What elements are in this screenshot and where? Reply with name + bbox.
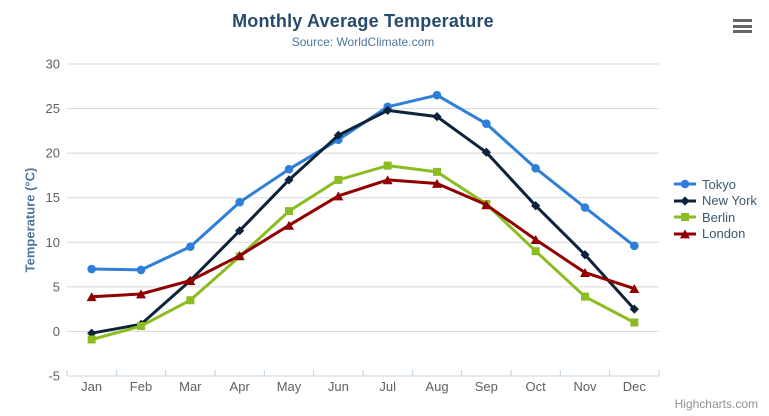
legend-item-berlin[interactable]: Berlin (674, 209, 757, 226)
data-point-marker[interactable] (86, 292, 97, 302)
diamond-marker-icon[interactable] (680, 196, 690, 206)
data-point-marker[interactable] (432, 90, 442, 100)
triangle-marker-icon[interactable] (680, 229, 690, 239)
diamond-marker-icon (674, 196, 696, 206)
data-point-marker[interactable] (383, 161, 392, 170)
legend-label: Berlin (702, 209, 736, 225)
legend-label: Tokyo (702, 176, 736, 192)
data-point-marker[interactable] (185, 276, 196, 286)
square-marker-icon (674, 213, 696, 222)
y-axis-title: Temperature (°C) (22, 167, 38, 273)
data-point-marker[interactable] (382, 175, 393, 185)
y-axis-tick-label: 15 (46, 190, 60, 205)
data-point-marker[interactable] (284, 164, 294, 174)
y-axis-tick-label: -5 (48, 369, 60, 384)
x-axis-tick-label: Mar (179, 379, 202, 394)
data-point-marker[interactable] (136, 265, 146, 275)
data-point-marker[interactable] (186, 296, 195, 305)
hamburger-menu-icon (733, 24, 752, 28)
data-point-marker[interactable] (531, 247, 540, 256)
triangle-marker-icon (674, 229, 696, 239)
data-point-marker[interactable] (235, 226, 245, 236)
data-point-marker[interactable] (186, 242, 195, 252)
x-axis-tick-label: Jan (81, 379, 102, 394)
data-point-marker[interactable] (530, 235, 541, 245)
x-axis-tick-label: Nov (573, 379, 597, 394)
data-point-marker[interactable] (629, 284, 640, 294)
data-point-marker[interactable] (580, 203, 590, 212)
circle-marker-icon[interactable] (680, 179, 690, 189)
hamburger-menu-icon (733, 30, 752, 33)
series-berlin (87, 161, 639, 344)
square-marker-icon[interactable] (681, 213, 689, 222)
series-line (90, 164, 636, 341)
data-point-marker[interactable] (433, 167, 441, 176)
data-point-marker[interactable] (629, 304, 639, 314)
x-axis-tick-label: Sep (475, 379, 498, 394)
x-axis-tick-label: Apr (230, 379, 251, 394)
data-point-marker[interactable] (531, 163, 540, 173)
data-point-marker[interactable] (87, 335, 96, 344)
data-point-marker[interactable] (235, 197, 244, 207)
highcharts-credits-link[interactable]: Highcharts.com (674, 397, 758, 411)
x-axis-tick-label: Jul (379, 379, 396, 394)
series-new-york (87, 105, 639, 338)
chart-subtitle: Source: WorldClimate.com (291, 35, 435, 49)
data-point-marker[interactable] (481, 200, 492, 210)
legend-item-new-york[interactable]: New York (674, 193, 757, 210)
legend: Tokyo New York Berlin London (674, 176, 757, 242)
data-point-marker[interactable] (482, 119, 491, 129)
series-line (90, 108, 636, 335)
data-point-marker[interactable] (580, 267, 590, 277)
data-point-marker[interactable] (284, 220, 294, 230)
context-menu-button[interactable] (733, 19, 752, 33)
data-point-marker[interactable] (581, 292, 589, 301)
x-axis-tick-label: Aug (425, 379, 448, 394)
data-point-marker[interactable] (630, 241, 639, 251)
x-axis-tick-label: Feb (130, 379, 152, 394)
data-point-marker[interactable] (285, 207, 293, 216)
circle-marker-icon (674, 179, 696, 189)
y-axis-tick-label: 25 (46, 101, 60, 116)
hamburger-menu-icon (733, 19, 752, 22)
data-point-marker[interactable] (333, 130, 343, 140)
data-point-marker[interactable] (137, 322, 145, 331)
data-point-marker[interactable] (284, 175, 294, 185)
x-axis-tick-label: Jun (328, 379, 349, 394)
legend-label: New York (702, 193, 757, 209)
data-point-marker[interactable] (334, 175, 343, 184)
series-tokyo (87, 90, 639, 275)
series-london (86, 175, 640, 302)
data-point-marker[interactable] (383, 105, 393, 115)
y-axis-tick-label: 5 (53, 279, 60, 294)
chart-title: Monthly Average Temperature (232, 11, 494, 31)
x-axis-tick-label: May (277, 379, 302, 394)
data-point-marker[interactable] (531, 201, 541, 211)
series-line (90, 178, 636, 299)
data-point-marker[interactable] (234, 251, 245, 261)
data-point-marker[interactable] (630, 318, 639, 327)
data-point-marker[interactable] (87, 264, 96, 274)
legend-label: London (702, 226, 746, 242)
data-point-marker[interactable] (432, 178, 442, 188)
y-axis-tick-label: 10 (46, 235, 60, 250)
data-point-marker[interactable] (481, 147, 491, 157)
x-axis-tick-label: Oct (526, 379, 547, 394)
data-point-marker[interactable] (580, 250, 590, 260)
y-axis-tick-label: 20 (46, 146, 60, 161)
data-point-marker[interactable] (333, 191, 344, 201)
y-axis-tick-label: 30 (46, 57, 60, 72)
data-point-marker[interactable] (136, 289, 146, 299)
y-axis-tick-label: 0 (53, 324, 60, 339)
data-point-marker[interactable] (432, 111, 442, 122)
legend-item-london[interactable]: London (674, 226, 757, 243)
x-axis-tick-label: Dec (623, 379, 647, 394)
legend-item-tokyo[interactable]: Tokyo (674, 176, 757, 193)
